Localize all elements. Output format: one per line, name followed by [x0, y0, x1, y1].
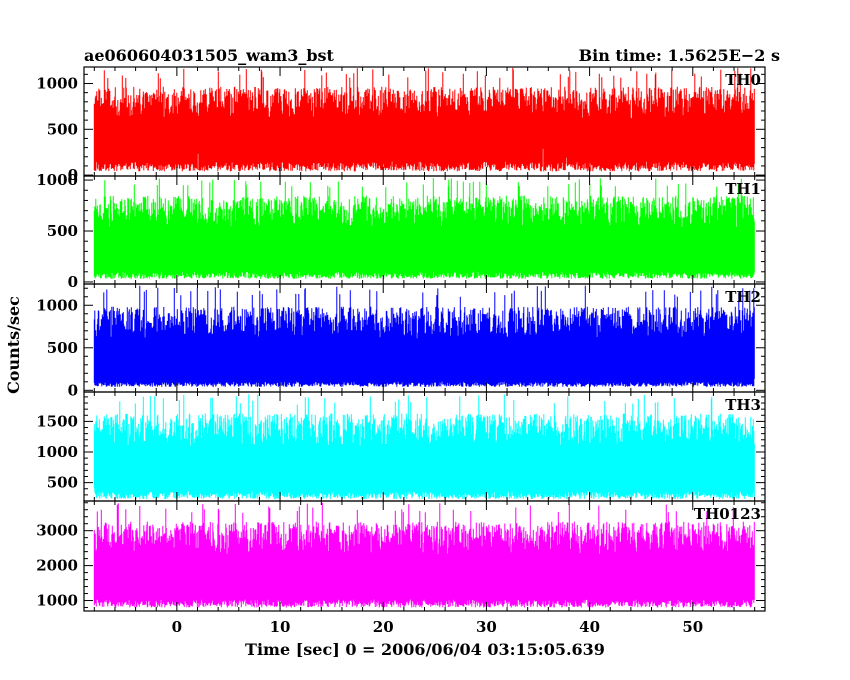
- panel-label-th2: TH2: [725, 288, 761, 306]
- y-tick-label-th3: 1000: [36, 443, 78, 461]
- panel-label-th0123: TH0123: [694, 505, 761, 523]
- bin-time-label: Bin time: 1.5625E−2 s: [579, 46, 780, 65]
- x-tick-label: 30: [476, 618, 497, 636]
- y-tick-label-th1: 0: [68, 273, 78, 291]
- series-th0123: [93, 502, 755, 608]
- x-tick-label: 0: [172, 618, 182, 636]
- panel-label-th3: TH3: [725, 396, 761, 414]
- panel-th0123: 1000 2000 3000 TH0123: [36, 500, 766, 612]
- panel-label-th1: TH1: [725, 180, 761, 198]
- x-tick-label: 40: [579, 618, 600, 636]
- y-tick-label-th1: 1000: [36, 171, 78, 189]
- y-axis-label: Counts/sec: [4, 296, 23, 394]
- panel-th3: 500 1000 1500 TH3: [36, 391, 766, 502]
- y-tick-label-th2: 0: [68, 381, 78, 399]
- y-tick-label-th1: 500: [47, 222, 78, 240]
- y-tick-label-th0123: 3000: [36, 522, 78, 540]
- x-tick-label: 20: [373, 618, 394, 636]
- y-tick-label-th0: 0: [68, 166, 78, 184]
- x-tick-label: 10: [270, 618, 291, 636]
- y-tick-label-th2: 500: [47, 339, 78, 357]
- chart-title: ae060604031505_wam3_bst: [84, 46, 335, 65]
- x-tick-label: 50: [682, 618, 703, 636]
- panel-th0: 0 500 1000 TH0: [36, 66, 766, 184]
- x-axis-label: Time [sec] 0 = 2006/06/04 03:15:05.639: [245, 640, 605, 659]
- y-tick-label-th0123: 1000: [36, 592, 78, 610]
- panel-th1: 0 500 1000 TH1: [36, 171, 766, 291]
- y-tick-label-th0: 1000: [36, 74, 78, 92]
- panel-th2: 0 500 1000 TH2: [36, 283, 766, 399]
- series-th0: [93, 67, 755, 172]
- y-tick-label-th2: 1000: [36, 296, 78, 314]
- y-tick-label-th3: 500: [47, 474, 78, 492]
- y-tick-label-th0: 500: [47, 120, 78, 138]
- series-th2: [93, 285, 755, 387]
- panel-label-th0: TH0: [725, 71, 761, 89]
- y-tick-label-th0123: 2000: [36, 557, 78, 575]
- y-tick-label-th3: 1500: [36, 412, 78, 430]
- series-th3: [93, 394, 755, 500]
- series-th1: [93, 178, 755, 279]
